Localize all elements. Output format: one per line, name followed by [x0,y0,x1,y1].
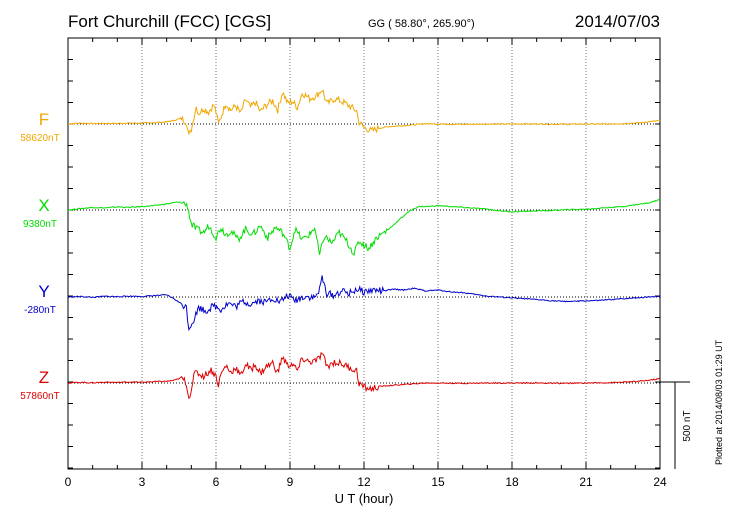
x-axis: 0 3 6 9 12 15 18 21 24 [65,38,667,489]
x-tick-label-18: 18 [505,475,519,489]
plotted-at-note: Plotted at 2014/08/03 01:29 UT [714,339,724,465]
station-title: Fort Churchill (FCC) [CGS] [68,12,271,31]
series-line-f [67,89,661,136]
series-line-z [67,351,661,400]
channel-baseline-f: 58620nT [20,133,59,144]
coordinates-label: GG ( 58.80°, 265.90°) [368,18,475,30]
x-tick-label-24: 24 [653,475,667,489]
x-tick-label-9: 9 [287,475,294,489]
x-tick-label-0: 0 [65,475,72,489]
scale-bar-label: 500 nT [682,410,693,441]
channel-name-x: X [38,196,49,215]
legend-f: F 58620nT [20,110,59,144]
legend-x: X 9380nT [23,196,57,230]
series-lines [67,89,661,400]
x-tick-label-6: 6 [213,475,220,489]
date-label: 2014/07/03 [575,12,660,31]
series-line-y [67,275,661,332]
channel-name-f: F [39,110,49,129]
x-tick-label-15: 15 [431,475,445,489]
legend-y: Y -280nT [24,282,56,316]
x-tick-label-21: 21 [579,475,593,489]
channel-name-y: Y [38,282,49,301]
channel-baseline-x: 9380nT [23,219,57,230]
x-axis-label: U T (hour) [335,491,394,506]
scale-bar: 500 nT [660,381,693,469]
channel-baseline-y: -280nT [24,305,56,316]
channel-baseline-z: 57860nT [20,391,59,402]
channel-name-z: Z [39,368,49,387]
grid [141,38,587,469]
x-tick-label-12: 12 [357,475,371,489]
legend-z: Z 57860nT [20,368,59,402]
x-tick-label-3: 3 [139,475,146,489]
series-line-x [67,198,661,256]
